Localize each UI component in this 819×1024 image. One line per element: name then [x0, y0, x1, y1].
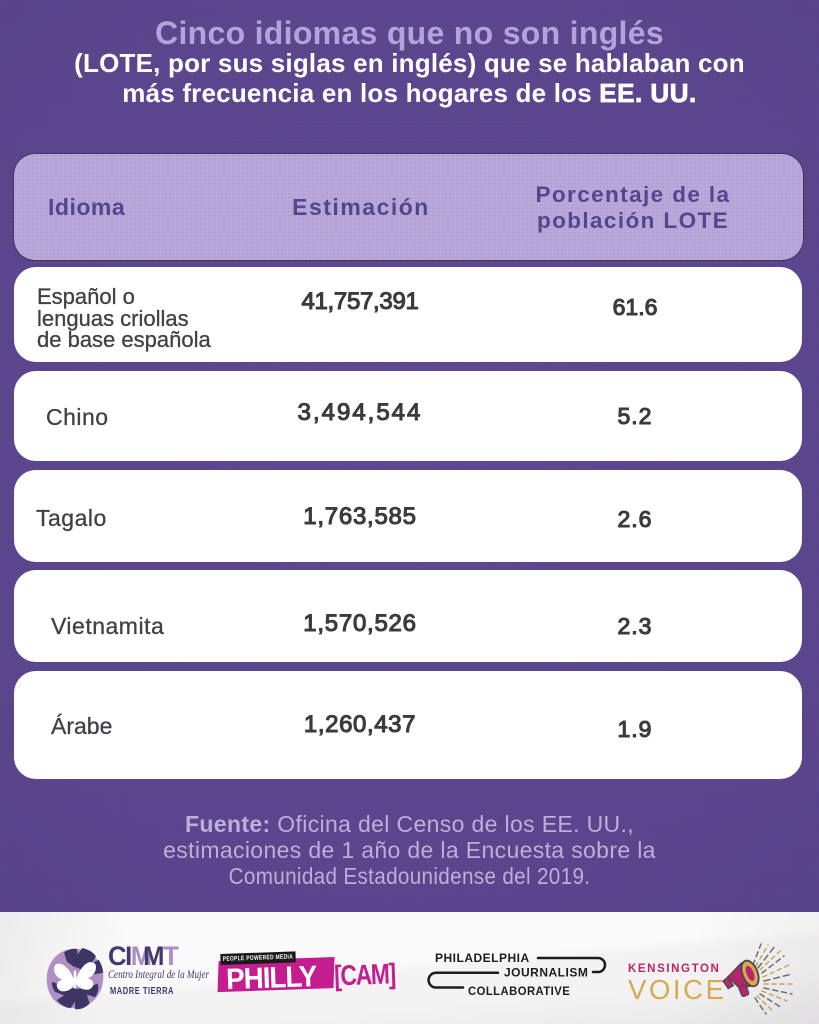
svg-text:COLLABORATIVE: COLLABORATIVE	[468, 985, 570, 998]
svg-text:PHILADELPHIA: PHILADELPHIA	[435, 951, 530, 965]
svg-text:JOURNALISM: JOURNALISM	[504, 966, 588, 980]
